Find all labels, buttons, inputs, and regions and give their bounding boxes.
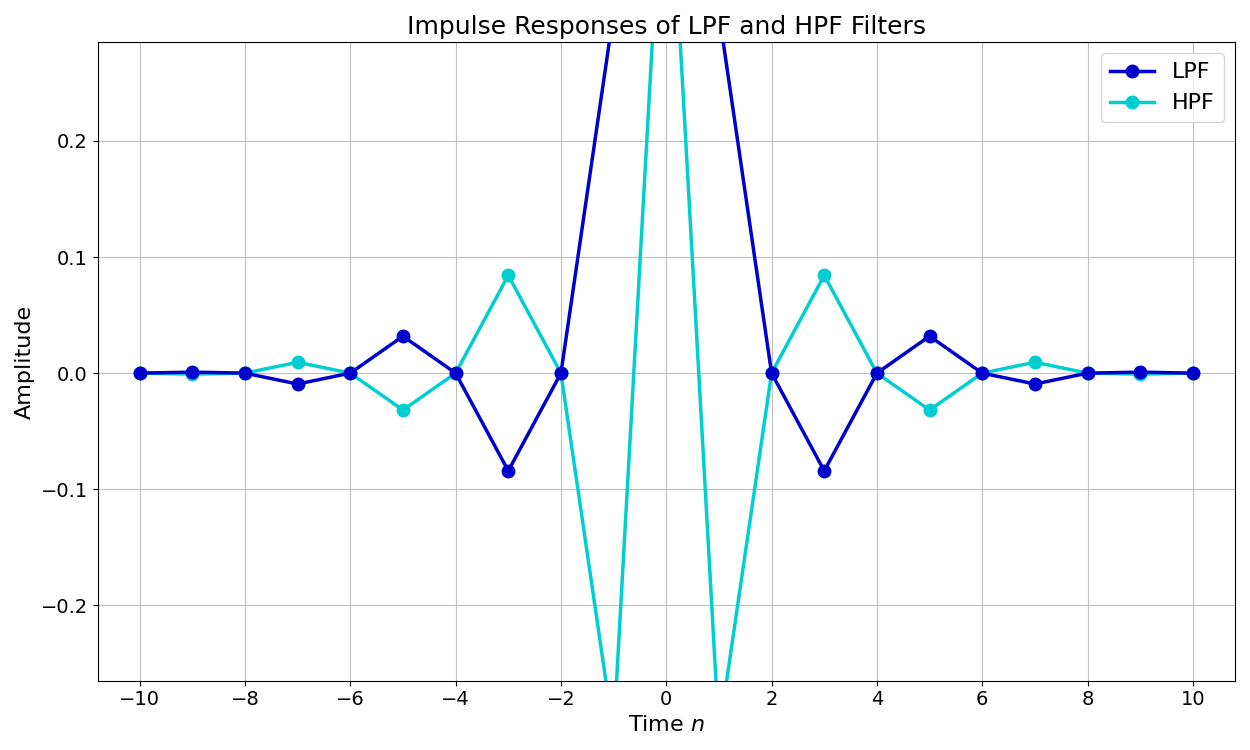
LPF xyxy=(185,368,200,376)
HPF xyxy=(1185,369,1200,378)
Legend: LPF, HPF: LPF, HPF xyxy=(1101,53,1224,122)
X-axis label: Time $n$: Time $n$ xyxy=(628,715,705,735)
LPF xyxy=(711,8,726,17)
Title: Impulse Responses of LPF and HPF Filters: Impulse Responses of LPF and HPF Filters xyxy=(406,15,926,39)
LPF xyxy=(342,369,357,378)
HPF xyxy=(816,271,831,280)
HPF xyxy=(1080,369,1095,378)
HPF xyxy=(290,358,305,367)
HPF xyxy=(238,369,252,378)
HPF xyxy=(185,370,200,379)
LPF xyxy=(395,332,410,340)
LPF xyxy=(1028,380,1042,388)
LPF xyxy=(448,369,462,378)
Y-axis label: Amplitude: Amplitude xyxy=(15,304,35,418)
HPF xyxy=(764,369,779,378)
HPF xyxy=(870,369,885,378)
HPF xyxy=(606,729,621,738)
LPF xyxy=(922,332,938,340)
LPF xyxy=(1185,369,1200,378)
HPF xyxy=(711,729,726,738)
HPF xyxy=(922,406,938,415)
HPF xyxy=(554,369,569,378)
LPF xyxy=(238,369,252,378)
LPF xyxy=(554,369,569,378)
LPF xyxy=(606,8,621,17)
HPF xyxy=(448,369,462,378)
LPF xyxy=(1080,369,1095,378)
LPF xyxy=(975,369,990,378)
HPF xyxy=(132,369,148,378)
LPF xyxy=(764,369,779,378)
HPF xyxy=(501,271,516,280)
HPF xyxy=(395,406,410,415)
LPF xyxy=(816,466,831,476)
Line: HPF: HPF xyxy=(134,0,1199,740)
LPF xyxy=(501,466,516,476)
LPF xyxy=(132,369,148,378)
Line: LPF: LPF xyxy=(134,0,1199,477)
LPF xyxy=(1132,368,1148,376)
HPF xyxy=(975,369,990,378)
HPF xyxy=(1028,358,1042,367)
HPF xyxy=(1132,370,1148,379)
LPF xyxy=(870,369,885,378)
HPF xyxy=(342,369,357,378)
LPF xyxy=(290,380,305,388)
